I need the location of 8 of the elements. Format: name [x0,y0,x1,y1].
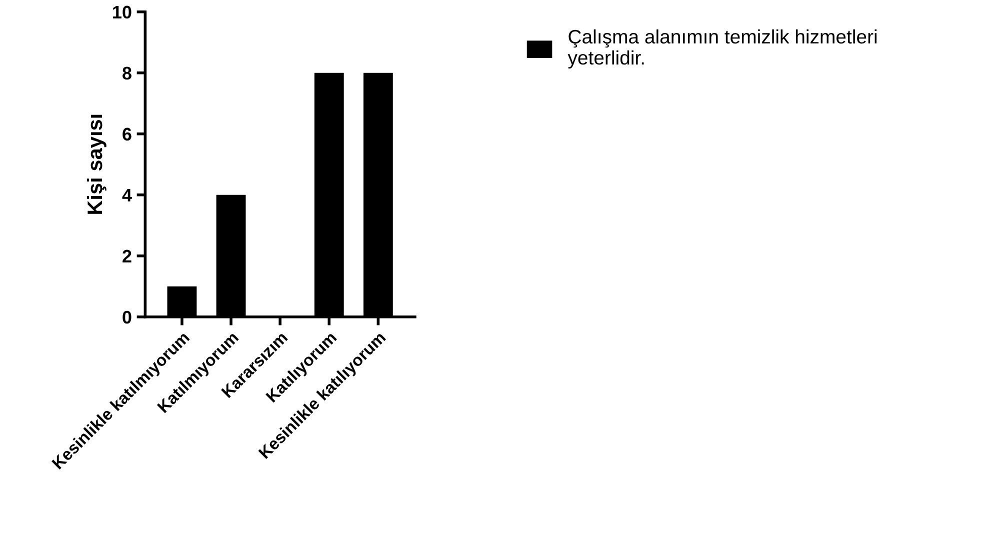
y-tick-label: 4 [122,188,132,202]
y-axis-title: Kişi sayısı [86,114,106,214]
y-tick-label: 2 [122,250,132,262]
y-tick-label: 8 [122,66,132,80]
legend-label: Çalışma alanımın temizlik hizmetleri yeterlidir. [568,29,877,68]
y-tick-label: 6 [122,128,132,141]
y-tick-label: 0 [122,310,132,324]
y-tick-label: 10 [113,6,132,19]
